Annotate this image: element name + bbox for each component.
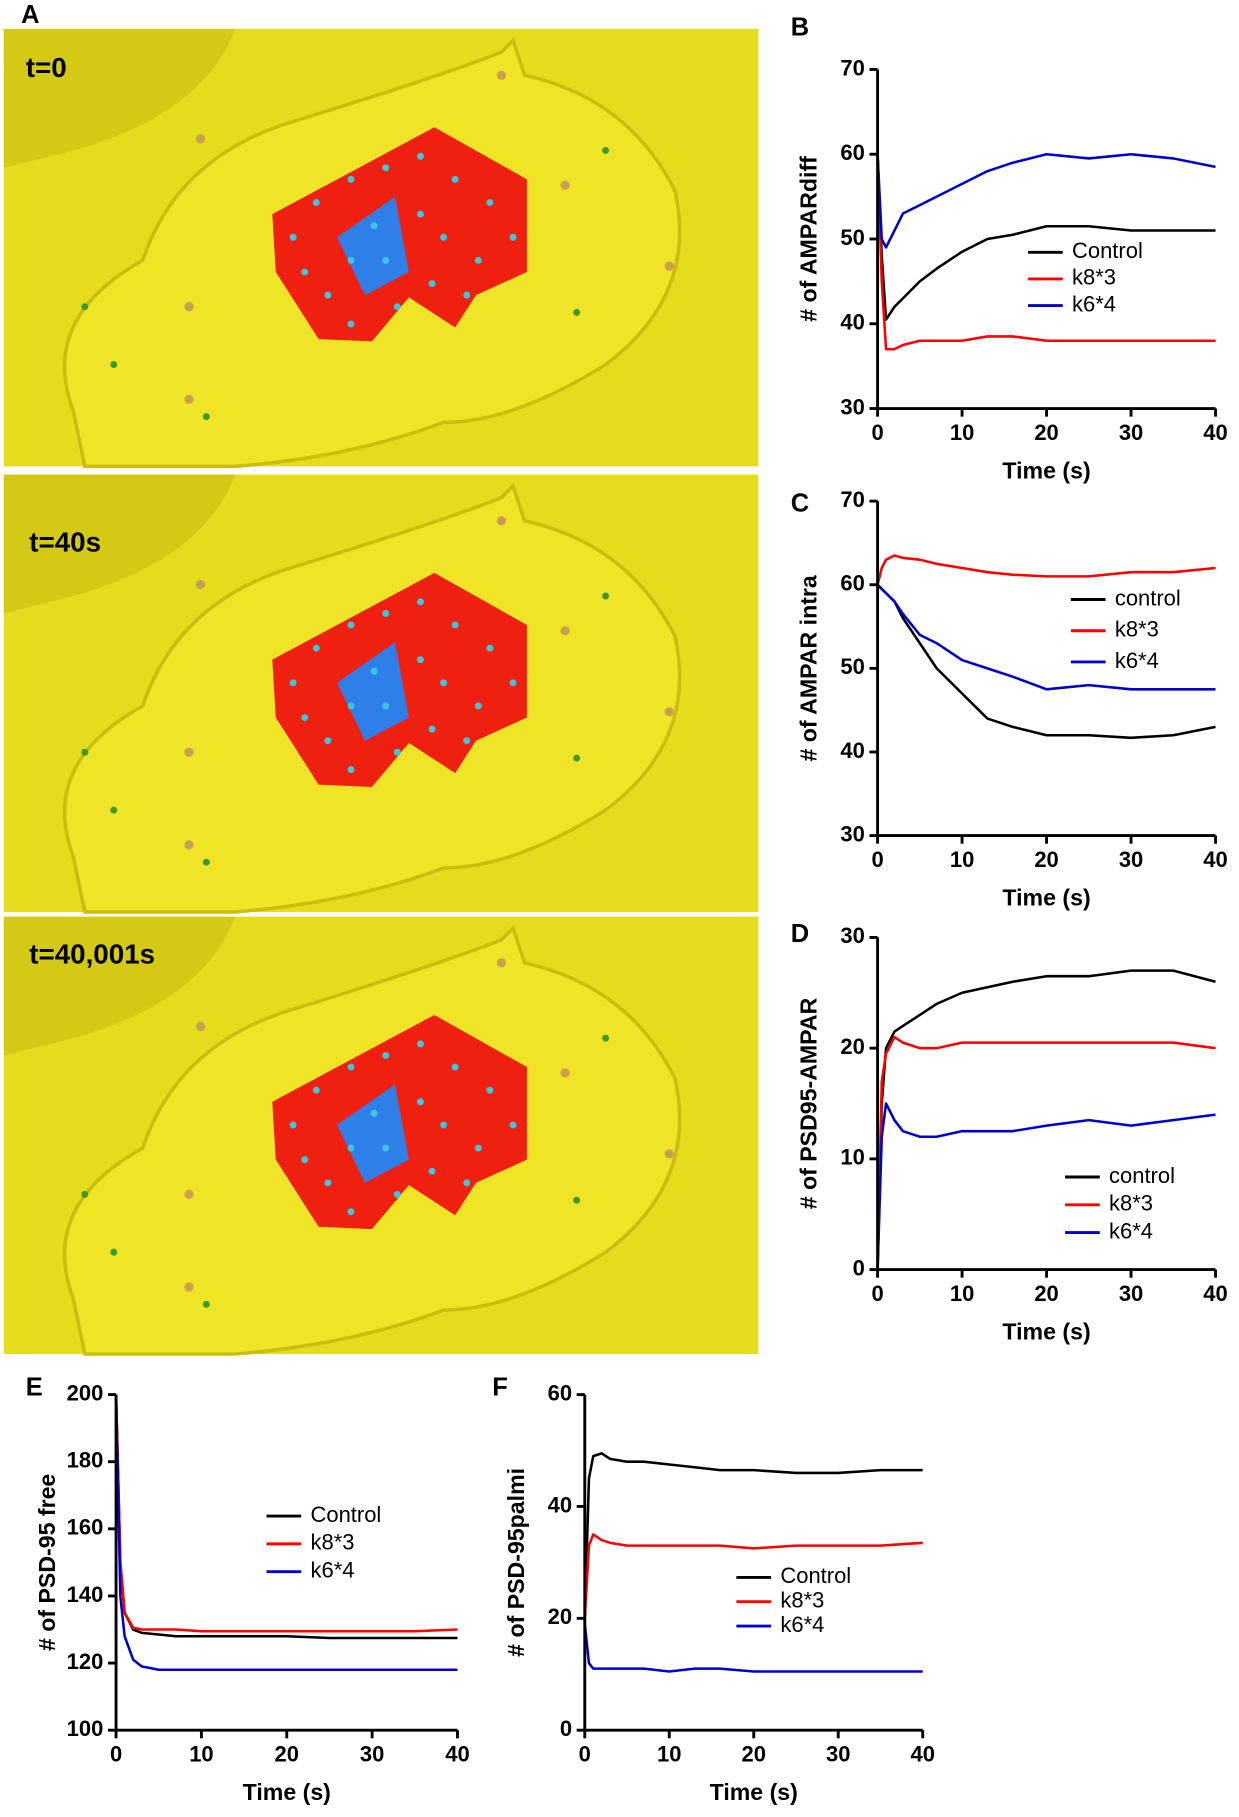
series-line [114, 1394, 458, 1633]
y-tick-label: 70 [840, 55, 864, 80]
x-axis-label: Time (s) [710, 1779, 798, 1805]
y-tick-label: 40 [840, 310, 864, 335]
y-tick-label: 40 [840, 738, 864, 763]
series-line [583, 1452, 923, 1619]
y-tick-label: 60 [840, 140, 864, 165]
series-line [876, 554, 1216, 586]
x-axis-label: Time (s) [1002, 457, 1090, 483]
y-tick-label: 40 [548, 1492, 572, 1517]
x-tick-label: 0 [871, 847, 883, 872]
y-tick-label: 120 [67, 1649, 104, 1674]
x-tick-label: 30 [360, 1741, 384, 1766]
y-tick-label: 20 [840, 1034, 864, 1059]
legend-label: Control [1072, 238, 1143, 263]
y-tick-label: 20 [548, 1604, 572, 1629]
x-tick-label: 20 [1034, 420, 1058, 445]
x-tick-label: 10 [950, 1281, 974, 1306]
x-axis-label: Time (s) [1002, 1318, 1090, 1344]
x-tick-label: 0 [579, 1741, 591, 1766]
y-tick-label: 60 [840, 571, 864, 596]
x-tick-label: 10 [950, 847, 974, 872]
x-tick-label: 20 [742, 1741, 766, 1766]
x-tick-label: 40 [445, 1741, 469, 1766]
legend-label: Control [780, 1563, 851, 1588]
panel-label: C [791, 489, 809, 517]
y-axis-label: # of PSD-95 free [34, 1474, 60, 1651]
x-tick-label: 40 [1203, 420, 1227, 445]
legend-label: control [1115, 585, 1181, 610]
legend-label: k8*3 [310, 1530, 354, 1555]
y-tick-label: 30 [840, 821, 864, 846]
panel-label: B [791, 14, 809, 42]
y-tick-label: 30 [840, 923, 864, 948]
x-tick-label: 40 [911, 1741, 935, 1766]
x-tick-label: 0 [871, 1281, 883, 1306]
x-axis-label: Time (s) [243, 1779, 331, 1805]
x-tick-label: 40 [1203, 1281, 1227, 1306]
y-tick-label: 0 [853, 1255, 865, 1280]
y-tick-label: 10 [840, 1145, 864, 1170]
x-tick-label: 20 [1034, 1281, 1058, 1306]
series-line [583, 1623, 923, 1673]
legend-label: k8*3 [1115, 617, 1159, 642]
y-tick-label: 140 [67, 1582, 104, 1607]
x-axis-label: Time (s) [1002, 884, 1090, 910]
legend-label: control [1109, 1163, 1175, 1188]
legend-label: Control [310, 1502, 381, 1527]
x-tick-label: 30 [1119, 847, 1143, 872]
legend-label: k6*4 [1115, 648, 1159, 673]
legend-label: k8*3 [780, 1588, 824, 1613]
series-line [876, 969, 1216, 1270]
frame-label: t=40s [29, 526, 101, 557]
series-line [876, 1035, 1216, 1270]
panel-label: F [492, 1374, 508, 1402]
panel-label: E [26, 1374, 43, 1402]
legend-label: k8*3 [1072, 265, 1116, 290]
y-axis-label: # of AMPAR intra [796, 574, 822, 761]
series-line [876, 154, 1216, 351]
y-tick-label: 30 [840, 394, 864, 419]
series-line [876, 152, 1216, 249]
x-tick-label: 0 [110, 1741, 122, 1766]
y-axis-label: # of PSD95-AMPAR [796, 997, 822, 1209]
legend-label: k8*3 [1109, 1191, 1153, 1216]
y-tick-label: 50 [840, 654, 864, 679]
x-tick-label: 0 [871, 420, 883, 445]
panel-label: D [791, 920, 809, 948]
x-tick-label: 20 [275, 1741, 299, 1766]
frame-label: t=0 [26, 52, 67, 83]
panel-label: A [21, 1, 39, 29]
legend-label: k6*4 [1072, 291, 1116, 316]
x-tick-label: 30 [1119, 1281, 1143, 1306]
legend-label: k6*4 [1109, 1218, 1153, 1243]
frame-label: t=40,001s [29, 938, 155, 969]
x-tick-label: 10 [950, 420, 974, 445]
x-tick-label: 20 [1034, 847, 1058, 872]
y-tick-label: 160 [67, 1515, 104, 1540]
x-tick-label: 10 [657, 1741, 681, 1766]
y-axis-label: # of AMPARdiff [796, 156, 822, 322]
series-line [876, 1102, 1216, 1270]
x-tick-label: 40 [1203, 847, 1227, 872]
series-line [114, 1394, 458, 1672]
legend-label: k6*4 [780, 1612, 824, 1637]
y-tick-label: 100 [67, 1716, 104, 1741]
y-tick-label: 200 [67, 1380, 104, 1405]
y-tick-label: 180 [67, 1448, 104, 1473]
y-axis-label: # of PSD-95palmi [503, 1468, 529, 1657]
series-line [876, 583, 1216, 691]
y-tick-label: 0 [560, 1716, 572, 1741]
y-tick-label: 70 [840, 487, 864, 512]
y-tick-label: 50 [840, 225, 864, 250]
x-tick-label: 10 [189, 1741, 213, 1766]
y-tick-label: 60 [548, 1380, 572, 1405]
series-line [583, 1533, 923, 1619]
legend-label: k6*4 [310, 1557, 354, 1582]
x-tick-label: 30 [826, 1741, 850, 1766]
series-line [876, 154, 1216, 321]
x-tick-label: 30 [1119, 420, 1143, 445]
